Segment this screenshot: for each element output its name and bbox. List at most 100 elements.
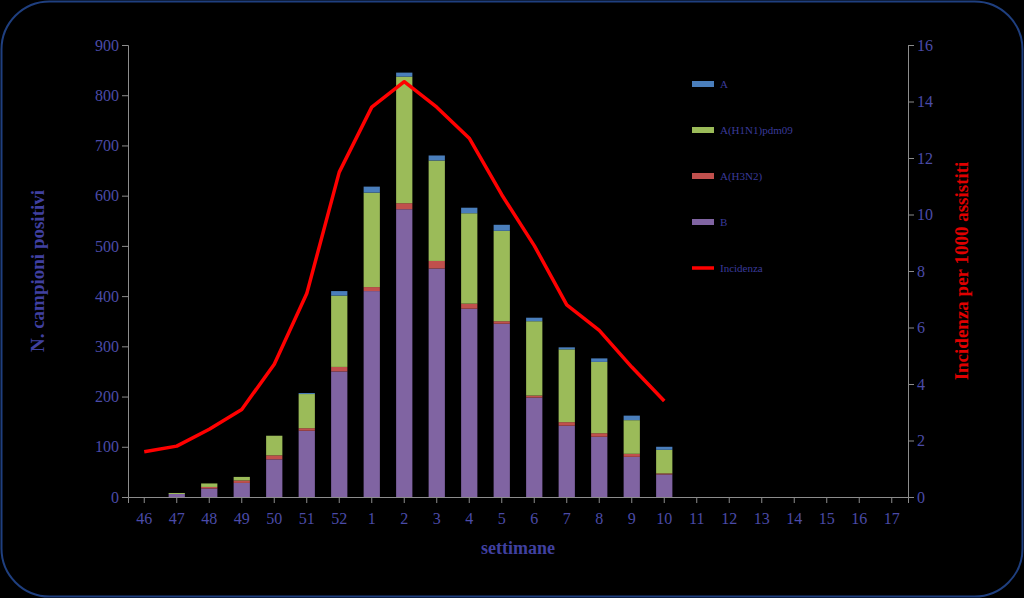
- bar-segment: [429, 261, 445, 269]
- x-axis-tick-label: 17: [884, 510, 900, 527]
- x-axis-tick-mark: [209, 497, 210, 503]
- bar-segment: [559, 347, 575, 349]
- bar-segment: [331, 291, 347, 296]
- bar-segment: [624, 416, 640, 421]
- bar-segment: [591, 362, 607, 433]
- x-axis-tick-label: 3: [433, 510, 441, 527]
- bar-segment: [656, 473, 672, 474]
- x-axis-title: settimane: [481, 538, 555, 558]
- y-axis-tick-mark: [122, 95, 128, 96]
- x-axis-tick-mark: [826, 497, 827, 503]
- x-axis-tick-mark: [306, 497, 307, 503]
- x-axis-tick: 7: [563, 497, 571, 527]
- x-axis-tick-label: 48: [201, 510, 217, 527]
- x-axis-tick-mark: [436, 497, 437, 503]
- x-axis-tick-label: 15: [819, 510, 835, 527]
- y-axis-tick-mark: [122, 196, 128, 197]
- y-axis-line: [122, 46, 129, 498]
- y-axis-tick-mark: [122, 397, 128, 398]
- y2-axis-tick-label: 0: [917, 489, 925, 506]
- y2-axis-tick: 12: [908, 150, 933, 167]
- x-axis-tick-label: 47: [169, 510, 185, 527]
- x-axis-tick: 46: [136, 497, 152, 527]
- bar-segment: [136, 497, 152, 498]
- x-axis-tick: 1: [368, 497, 376, 527]
- y2-axis-tick-mark: [908, 441, 914, 442]
- y-axis-tick-label: 500: [95, 238, 119, 255]
- bar-segment: [201, 483, 217, 484]
- bar-segment: [396, 77, 412, 204]
- y2-axis-tick-label: 12: [917, 150, 933, 167]
- y2-axis-tick: 4: [908, 376, 925, 393]
- x-axis-tick-label: 8: [595, 510, 603, 527]
- x-axis-tick-mark: [631, 497, 632, 503]
- bar-segment: [136, 497, 152, 498]
- bar-segment: [169, 492, 185, 493]
- y2-axis-tick-mark: [908, 158, 914, 159]
- bar-segment: [266, 435, 282, 436]
- x-axis-tick: 9: [628, 497, 636, 527]
- y-axis-tick-label: 800: [95, 87, 119, 104]
- y2-axis-tick-mark: [908, 497, 914, 498]
- y-axis-tick: 500: [95, 238, 128, 255]
- bar-segment: [494, 324, 510, 497]
- bar-segment: [624, 457, 640, 497]
- x-axis-tick: 17: [884, 497, 900, 527]
- bar-segment: [591, 433, 607, 437]
- y-axis-tick-mark: [122, 145, 128, 146]
- x-axis-tick-mark: [891, 497, 892, 503]
- y2-axis-tick: 2: [908, 432, 925, 449]
- x-axis-tick: 13: [754, 497, 770, 527]
- y-axis-tick: 200: [95, 388, 128, 405]
- y2-axis-tick: 8: [908, 263, 925, 280]
- bar-segment: [299, 428, 315, 431]
- bar-segment: [169, 494, 185, 497]
- y2-axis-tick-mark: [908, 102, 914, 103]
- bar-segment: [364, 287, 380, 291]
- x-axis-tick-label: 7: [563, 510, 571, 527]
- x-axis-tick-label: 4: [465, 510, 473, 527]
- plot-area: [144, 73, 672, 497]
- x-axis-tick: 5: [498, 497, 506, 527]
- y2-axis-tick-mark: [908, 328, 914, 329]
- x-axis-tick: 11: [689, 497, 704, 527]
- x-axis-tick-mark: [566, 497, 567, 503]
- x-axis-tick: 16: [851, 497, 867, 527]
- x-axis-tick-label: 51: [299, 510, 315, 527]
- y-axis-tick: 0: [111, 489, 128, 506]
- x-axis-tick: 8: [595, 497, 603, 527]
- x-axis-tick-mark: [696, 497, 697, 503]
- x-axis-tick-mark: [274, 497, 275, 503]
- legend-swatch: [692, 81, 714, 87]
- bar-segment: [136, 497, 152, 498]
- y2-axis: 0246810121416: [908, 37, 933, 506]
- bar-segment: [331, 296, 347, 367]
- y-axis-tick-label: 600: [95, 187, 119, 204]
- x-axis-tick-mark: [599, 497, 600, 503]
- bar-segment: [234, 477, 250, 481]
- bar-segment: [396, 209, 412, 497]
- y-axis-tick-label: 100: [95, 438, 119, 455]
- y2-axis-tick: 10: [908, 206, 933, 223]
- y2-axis-tick: 0: [908, 489, 925, 506]
- x-axis-tick-mark: [664, 497, 665, 503]
- bar-segment: [136, 497, 152, 498]
- y2-axis-tick-label: 6: [917, 319, 925, 336]
- y2-axis-tick-label: 2: [917, 432, 925, 449]
- bar-segment: [169, 493, 185, 494]
- x-axis-tick-label: 46: [136, 510, 152, 527]
- x-axis-tick: 4: [465, 497, 473, 527]
- y-axis-tick-label: 0: [111, 489, 119, 506]
- y2-axis-tick: 14: [908, 93, 933, 110]
- x-axis-tick-mark: [176, 497, 177, 503]
- x-axis-tick: 2: [400, 497, 408, 527]
- x-axis: 464748495051521234567891011121314151617: [129, 497, 909, 527]
- legend-swatch: [692, 219, 714, 225]
- bar-segment: [429, 161, 445, 261]
- y2-axis-tick-label: 10: [917, 206, 933, 223]
- y-axis-tick: 400: [95, 288, 128, 305]
- x-axis-tick-label: 16: [851, 510, 867, 527]
- x-axis-tick-label: 10: [656, 510, 672, 527]
- x-axis-tick-label: 11: [689, 510, 704, 527]
- x-axis-tick-label: 50: [266, 510, 282, 527]
